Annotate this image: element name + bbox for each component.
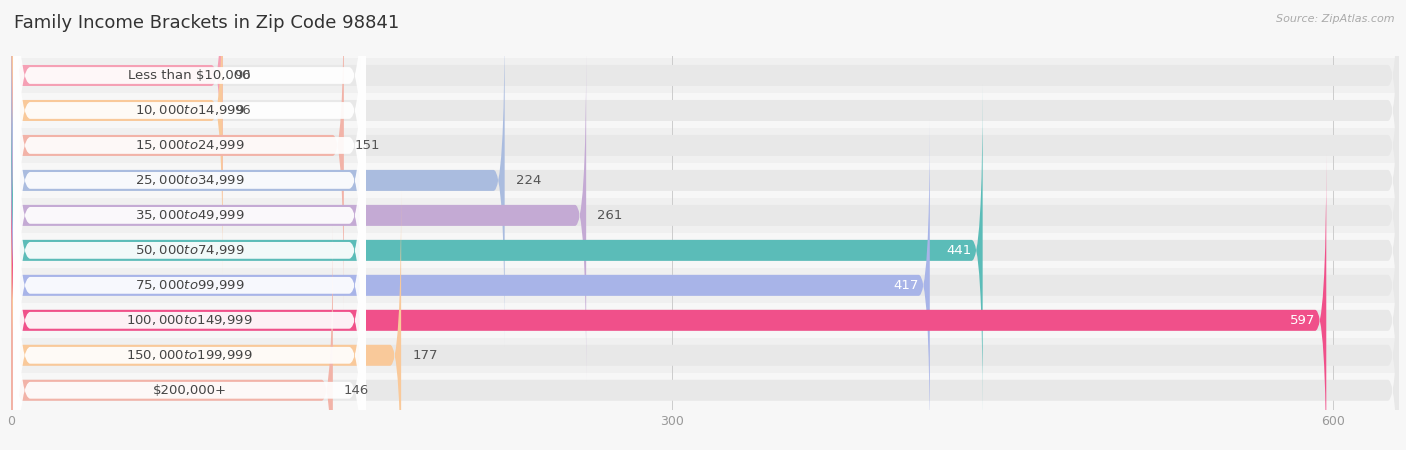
Text: 151: 151 <box>354 139 381 152</box>
FancyBboxPatch shape <box>11 15 505 346</box>
FancyBboxPatch shape <box>14 0 366 450</box>
Text: $200,000+: $200,000+ <box>153 384 226 397</box>
FancyBboxPatch shape <box>11 120 1399 450</box>
FancyBboxPatch shape <box>14 134 366 450</box>
FancyBboxPatch shape <box>11 189 401 450</box>
FancyBboxPatch shape <box>14 64 366 450</box>
Text: $75,000 to $99,999: $75,000 to $99,999 <box>135 279 245 292</box>
FancyBboxPatch shape <box>14 0 366 332</box>
Text: 146: 146 <box>344 384 370 397</box>
Text: 417: 417 <box>893 279 918 292</box>
FancyBboxPatch shape <box>11 225 333 450</box>
Text: 597: 597 <box>1289 314 1315 327</box>
FancyBboxPatch shape <box>11 85 1399 416</box>
Text: 261: 261 <box>598 209 623 222</box>
FancyBboxPatch shape <box>11 120 929 450</box>
Text: Source: ZipAtlas.com: Source: ZipAtlas.com <box>1277 14 1395 23</box>
FancyBboxPatch shape <box>11 303 1399 338</box>
FancyBboxPatch shape <box>11 85 983 416</box>
FancyBboxPatch shape <box>11 93 1399 128</box>
Text: 224: 224 <box>516 174 541 187</box>
Text: 441: 441 <box>946 244 972 257</box>
FancyBboxPatch shape <box>11 0 1399 276</box>
FancyBboxPatch shape <box>11 154 1399 450</box>
FancyBboxPatch shape <box>11 233 1399 268</box>
Text: Less than $10,000: Less than $10,000 <box>128 69 250 82</box>
FancyBboxPatch shape <box>14 29 366 450</box>
Text: $50,000 to $74,999: $50,000 to $74,999 <box>135 243 245 257</box>
FancyBboxPatch shape <box>11 225 1399 450</box>
FancyBboxPatch shape <box>14 99 366 450</box>
Text: $15,000 to $24,999: $15,000 to $24,999 <box>135 139 245 153</box>
FancyBboxPatch shape <box>11 154 1326 450</box>
Text: Family Income Brackets in Zip Code 98841: Family Income Brackets in Zip Code 98841 <box>14 14 399 32</box>
FancyBboxPatch shape <box>11 128 1399 163</box>
Text: $150,000 to $199,999: $150,000 to $199,999 <box>127 348 253 362</box>
FancyBboxPatch shape <box>11 0 222 241</box>
FancyBboxPatch shape <box>11 50 1399 381</box>
FancyBboxPatch shape <box>11 268 1399 303</box>
FancyBboxPatch shape <box>14 0 366 450</box>
Text: $100,000 to $149,999: $100,000 to $149,999 <box>127 313 253 327</box>
FancyBboxPatch shape <box>11 163 1399 198</box>
FancyBboxPatch shape <box>14 0 366 366</box>
FancyBboxPatch shape <box>11 0 222 276</box>
FancyBboxPatch shape <box>11 373 1399 408</box>
FancyBboxPatch shape <box>14 0 366 401</box>
FancyBboxPatch shape <box>11 189 1399 450</box>
FancyBboxPatch shape <box>11 0 344 311</box>
Text: $25,000 to $34,999: $25,000 to $34,999 <box>135 173 245 187</box>
FancyBboxPatch shape <box>11 0 1399 241</box>
FancyBboxPatch shape <box>11 198 1399 233</box>
FancyBboxPatch shape <box>11 338 1399 373</box>
FancyBboxPatch shape <box>11 15 1399 346</box>
FancyBboxPatch shape <box>11 50 586 381</box>
Text: 177: 177 <box>412 349 437 362</box>
FancyBboxPatch shape <box>11 58 1399 93</box>
FancyBboxPatch shape <box>14 0 366 436</box>
Text: $10,000 to $14,999: $10,000 to $14,999 <box>135 104 245 117</box>
FancyBboxPatch shape <box>11 0 1399 311</box>
Text: 96: 96 <box>233 69 250 82</box>
Text: $35,000 to $49,999: $35,000 to $49,999 <box>135 208 245 222</box>
Text: 96: 96 <box>233 104 250 117</box>
